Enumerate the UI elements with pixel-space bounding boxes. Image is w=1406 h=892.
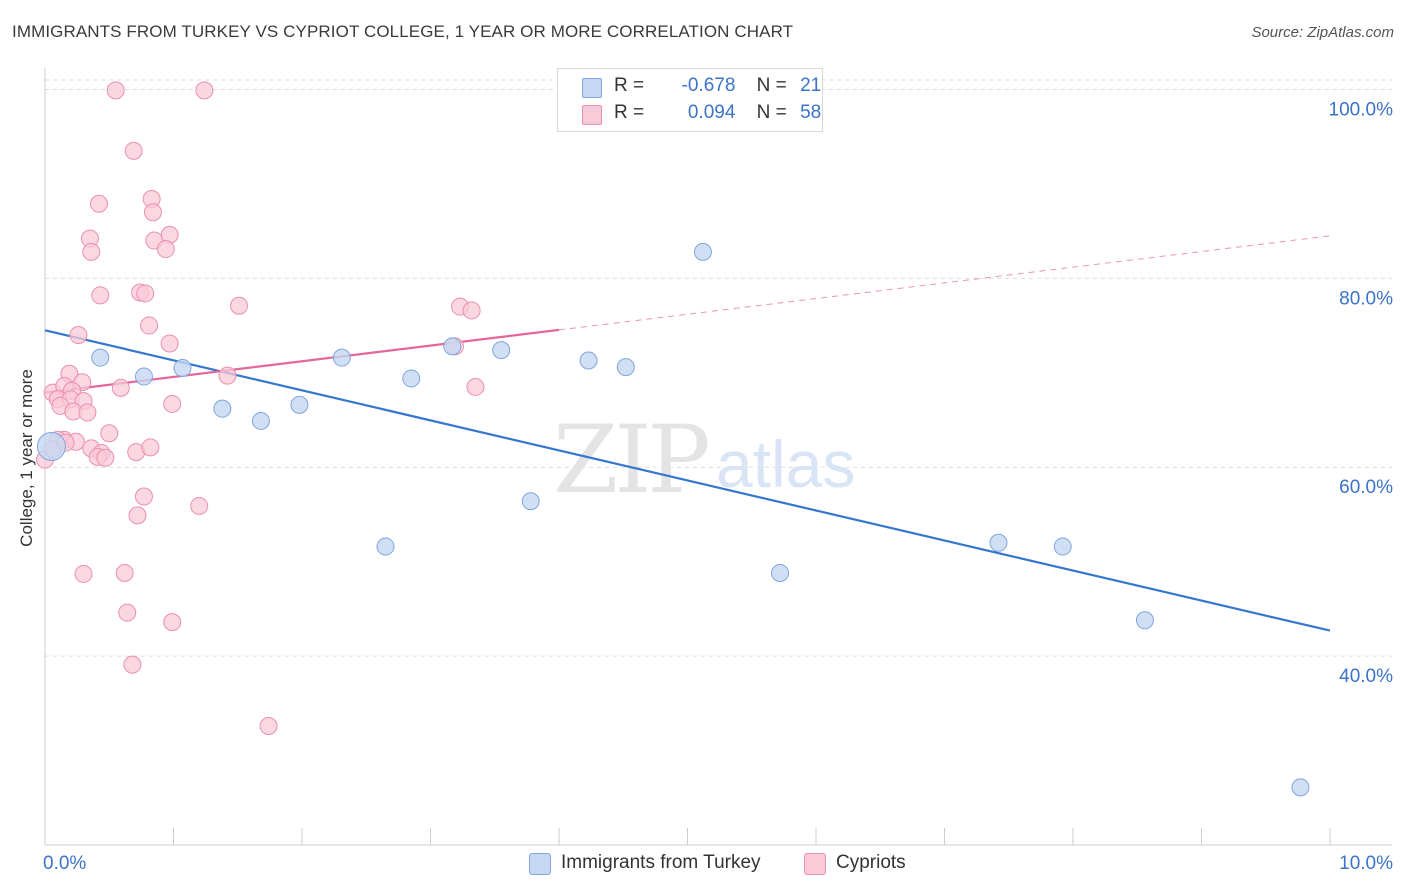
n-label: N =	[756, 102, 787, 123]
point-cypriots	[82, 242, 101, 261]
point-cypriots	[78, 403, 97, 422]
source-label: Source: ZipAtlas.com	[1251, 24, 1394, 41]
point-cypriots	[106, 81, 125, 100]
point-turkey	[1135, 611, 1154, 630]
point-cypriots	[195, 81, 214, 100]
point-cypriots	[218, 366, 237, 385]
point-turkey	[579, 351, 598, 370]
legend-swatch-cypriots	[804, 853, 826, 875]
point-turkey	[693, 242, 712, 261]
y-tick-label: 80.0%	[1339, 288, 1393, 309]
x-tick-label: 0.0%	[43, 853, 86, 874]
point-cypriots	[111, 378, 130, 397]
point-turkey	[1291, 778, 1310, 797]
point-turkey	[376, 537, 395, 556]
point-cypriots	[140, 316, 159, 335]
data-points	[36, 81, 1310, 797]
trend-line-turkey	[44, 329, 1331, 632]
correlation-legend: R = -0.678 N = 21 R = 0.094 N = 58	[557, 68, 823, 132]
point-cypriots	[156, 240, 175, 259]
point-cypriots	[143, 203, 162, 222]
watermark-atlas: atlas	[716, 427, 855, 501]
n-value: 21	[800, 75, 822, 96]
point-cypriots	[141, 438, 160, 457]
x-tick-label: 10.0%	[1339, 853, 1393, 874]
point-turkey	[173, 359, 192, 378]
legend-swatch-cypriots	[582, 105, 602, 125]
series-legend: Immigrants from Turkey Cypriots	[0, 850, 1406, 880]
point-turkey	[989, 533, 1008, 552]
point-turkey	[443, 337, 462, 356]
y-tick-label: 100.0%	[1329, 99, 1394, 120]
y-tick-label: 60.0%	[1339, 477, 1393, 498]
tick-labels: 40.0% 60.0% 80.0% 100.0% 0.0% 10.0%	[43, 99, 1393, 874]
point-cypriots	[100, 424, 119, 443]
trend-lines	[44, 235, 1331, 632]
point-cypriots	[160, 334, 179, 353]
n-value: 58	[800, 102, 822, 123]
point-cypriots	[136, 284, 155, 303]
point-turkey	[91, 348, 110, 367]
point-cypriots	[230, 296, 249, 315]
point-cypriots	[74, 564, 93, 583]
r-value: -0.678	[681, 75, 736, 96]
trend-line-cypriots	[44, 328, 560, 394]
point-turkey	[290, 395, 309, 414]
point-cypriots	[123, 655, 142, 674]
watermark: ZIP atlas	[553, 406, 855, 515]
chart-title: IMMIGRANTS FROM TURKEY VS CYPRIOT COLLEG…	[12, 22, 794, 41]
point-turkey	[402, 369, 421, 388]
watermark-zip: ZIP	[553, 406, 707, 515]
r-label: R =	[614, 102, 645, 123]
point-turkey	[134, 367, 153, 386]
point-turkey	[36, 431, 66, 461]
point-cypriots	[163, 394, 182, 413]
point-cypriots	[134, 487, 153, 506]
point-cypriots	[96, 448, 115, 467]
point-turkey	[213, 399, 232, 418]
point-turkey	[521, 492, 540, 511]
point-turkey	[492, 341, 511, 360]
point-cypriots	[118, 603, 137, 622]
point-cypriots	[190, 496, 209, 515]
point-turkey	[251, 411, 270, 430]
r-value: 0.094	[687, 102, 736, 123]
point-cypriots	[466, 377, 485, 396]
y-tick-label: 40.0%	[1339, 666, 1393, 687]
legend-swatch-turkey	[582, 78, 602, 98]
point-cypriots	[124, 141, 143, 160]
legend-swatch-turkey	[529, 853, 551, 875]
point-cypriots	[91, 286, 110, 305]
point-cypriots	[259, 717, 278, 735]
point-turkey	[771, 564, 790, 582]
legend-label-cypriots: Cypriots	[836, 852, 906, 873]
legend-label-turkey: Immigrants from Turkey	[561, 852, 761, 873]
point-cypriots	[462, 301, 481, 320]
point-turkey	[332, 348, 351, 367]
point-cypriots	[69, 326, 88, 344]
n-label: N =	[756, 75, 787, 96]
point-cypriots	[163, 613, 182, 632]
point-cypriots	[89, 194, 108, 213]
point-cypriots	[115, 564, 134, 582]
point-cypriots	[128, 506, 147, 525]
point-turkey	[1053, 537, 1072, 556]
r-label: R =	[614, 75, 645, 96]
point-turkey	[616, 358, 635, 377]
trend-line-cypriots-extension	[558, 235, 1331, 331]
